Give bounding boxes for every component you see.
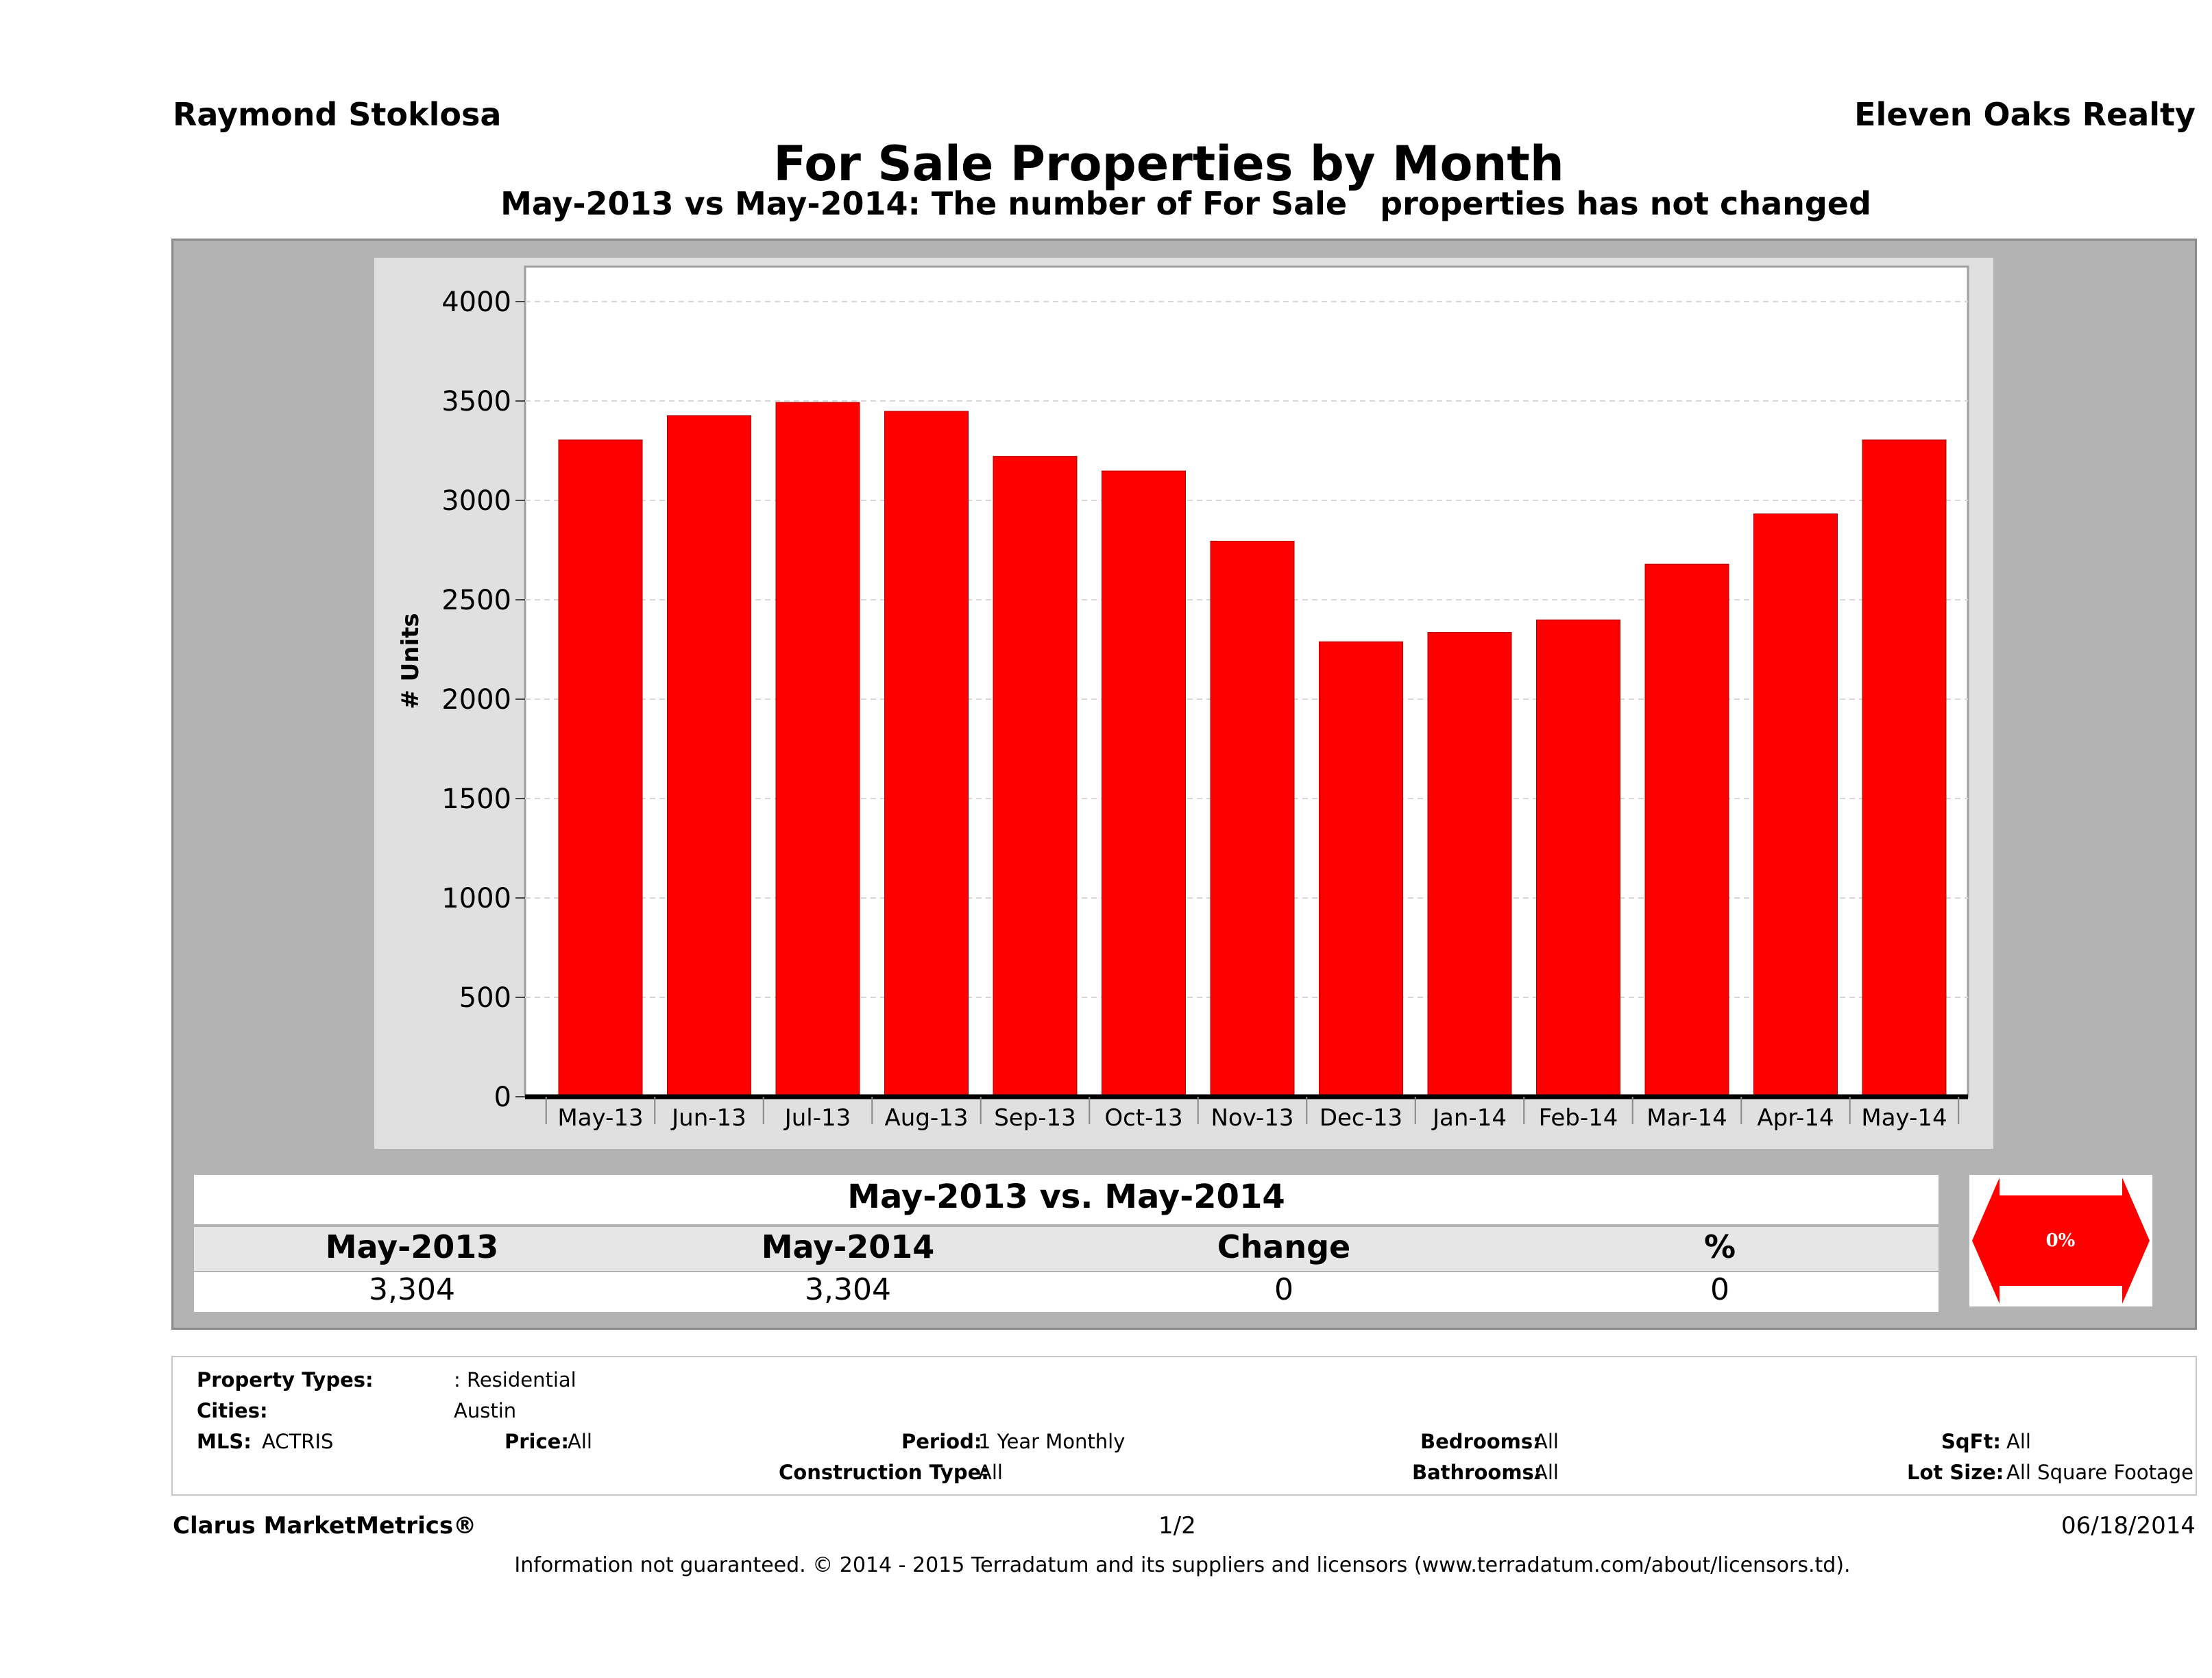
double-arrow-icon: 0% bbox=[1972, 1178, 2150, 1304]
property-types-value: : Residential bbox=[454, 1368, 576, 1391]
summary-value-change: 0 bbox=[1274, 1272, 1293, 1307]
change-indicator: 0% bbox=[1969, 1175, 2152, 1306]
price-value: All bbox=[568, 1430, 592, 1453]
summary-value-row bbox=[194, 1272, 1938, 1312]
y-axis-label: # Units bbox=[397, 613, 424, 709]
bar bbox=[1536, 619, 1620, 1097]
lot-size-value: All Square Footage bbox=[2006, 1461, 2194, 1484]
x-tick-label: Jul-13 bbox=[783, 1104, 851, 1132]
sqft-value: All bbox=[2006, 1430, 2031, 1453]
x-tick-label: Jan-14 bbox=[1431, 1104, 1507, 1132]
lot-size-label: Lot Size: bbox=[1907, 1461, 2004, 1484]
summary-value-may-2014: 3,304 bbox=[805, 1272, 891, 1307]
x-tick-label: Apr-14 bbox=[1757, 1104, 1834, 1132]
bar bbox=[884, 411, 969, 1097]
summary-header-may-2014: May-2014 bbox=[761, 1228, 935, 1265]
property-types-label: Property Types: bbox=[197, 1368, 374, 1391]
bar bbox=[1210, 540, 1295, 1097]
chart-subtitle: May-2013 vs May-2014: The number of For … bbox=[500, 185, 1871, 222]
x-tick-label: Mar-14 bbox=[1646, 1104, 1727, 1132]
cities-value: Austin bbox=[454, 1399, 517, 1422]
x-tick-label: Feb-14 bbox=[1539, 1104, 1618, 1132]
mls-value: ACTRIS bbox=[262, 1430, 334, 1453]
bar-chart: 0 500 1000 1500 2000 2500 3000 3500 4000 # Units M… bbox=[397, 265, 1969, 1132]
summary-header-row bbox=[194, 1227, 1938, 1271]
bar bbox=[775, 402, 860, 1097]
bar bbox=[993, 456, 1078, 1097]
page-number: 1/2 bbox=[1158, 1512, 1196, 1540]
cities-label: Cities: bbox=[197, 1399, 268, 1422]
bar bbox=[667, 415, 751, 1097]
x-tick-label: May-14 bbox=[1861, 1104, 1947, 1132]
period-value: 1 Year Monthly bbox=[978, 1430, 1126, 1453]
x-tick-label: Aug-13 bbox=[885, 1104, 969, 1132]
bedrooms-value: All bbox=[1534, 1430, 1559, 1453]
sqft-label: SqFt: bbox=[1941, 1430, 2001, 1453]
y-tick-label: 2500 bbox=[441, 585, 511, 616]
price-label: Price: bbox=[505, 1430, 569, 1453]
bathrooms-value: All bbox=[1534, 1461, 1559, 1484]
change-indicator-label: 0% bbox=[2046, 1230, 2076, 1251]
y-tick-label: 3500 bbox=[441, 386, 511, 417]
summary-value-may-2013: 3,304 bbox=[369, 1272, 455, 1307]
bar bbox=[1753, 513, 1838, 1097]
y-tick-label: 3000 bbox=[441, 485, 511, 517]
summary-title-bar bbox=[194, 1175, 1938, 1224]
bar bbox=[1862, 439, 1947, 1097]
bar bbox=[1644, 563, 1729, 1097]
period-label: Period: bbox=[901, 1430, 982, 1453]
summary-header-change: Change bbox=[1217, 1228, 1351, 1265]
x-tick-label: Nov-13 bbox=[1211, 1104, 1294, 1132]
summary-header-may-2013: May-2013 bbox=[325, 1228, 499, 1265]
x-tick-label: Dec-13 bbox=[1320, 1104, 1402, 1132]
bar bbox=[558, 439, 643, 1097]
brokerage-name: Eleven Oaks Realty bbox=[1854, 96, 2196, 133]
chart-title: For Sale Properties by Month bbox=[773, 136, 1564, 192]
bar bbox=[1319, 641, 1403, 1097]
summary-value-percent: 0 bbox=[1710, 1272, 1729, 1307]
report-date: 06/18/2014 bbox=[2061, 1512, 2196, 1540]
y-tick-label: 0 bbox=[494, 1082, 511, 1113]
bathrooms-label: Bathrooms: bbox=[1412, 1461, 1542, 1484]
disclaimer: Information not guaranteed. © 2014 - 201… bbox=[514, 1553, 1851, 1577]
x-tick-label: Oct-13 bbox=[1104, 1104, 1182, 1132]
construction-type-value: All bbox=[978, 1461, 1003, 1484]
summary-header-percent: % bbox=[1703, 1228, 1736, 1265]
x-tick-label: Jun-13 bbox=[670, 1104, 746, 1132]
bar bbox=[1427, 632, 1512, 1097]
y-tick-label: 2000 bbox=[441, 684, 511, 716]
mls-label: MLS: bbox=[197, 1430, 252, 1453]
y-tick-label: 500 bbox=[459, 982, 511, 1014]
agent-name: Raymond Stoklosa bbox=[173, 96, 502, 133]
product-name: Clarus MarketMetrics® bbox=[173, 1512, 477, 1540]
x-tick-label: Sep-13 bbox=[994, 1104, 1076, 1132]
construction-type-label: Construction Type: bbox=[779, 1461, 989, 1484]
bar bbox=[1102, 470, 1186, 1097]
summary-title: May-2013 vs. May-2014 bbox=[847, 1178, 1285, 1216]
y-tick-label: 1000 bbox=[441, 883, 511, 914]
y-tick-label: 4000 bbox=[441, 287, 511, 318]
x-tick-label: May-13 bbox=[557, 1104, 643, 1132]
filters-panel bbox=[171, 1356, 2197, 1496]
y-tick-label: 1500 bbox=[441, 783, 511, 815]
bedrooms-label: Bedrooms: bbox=[1420, 1430, 1541, 1453]
